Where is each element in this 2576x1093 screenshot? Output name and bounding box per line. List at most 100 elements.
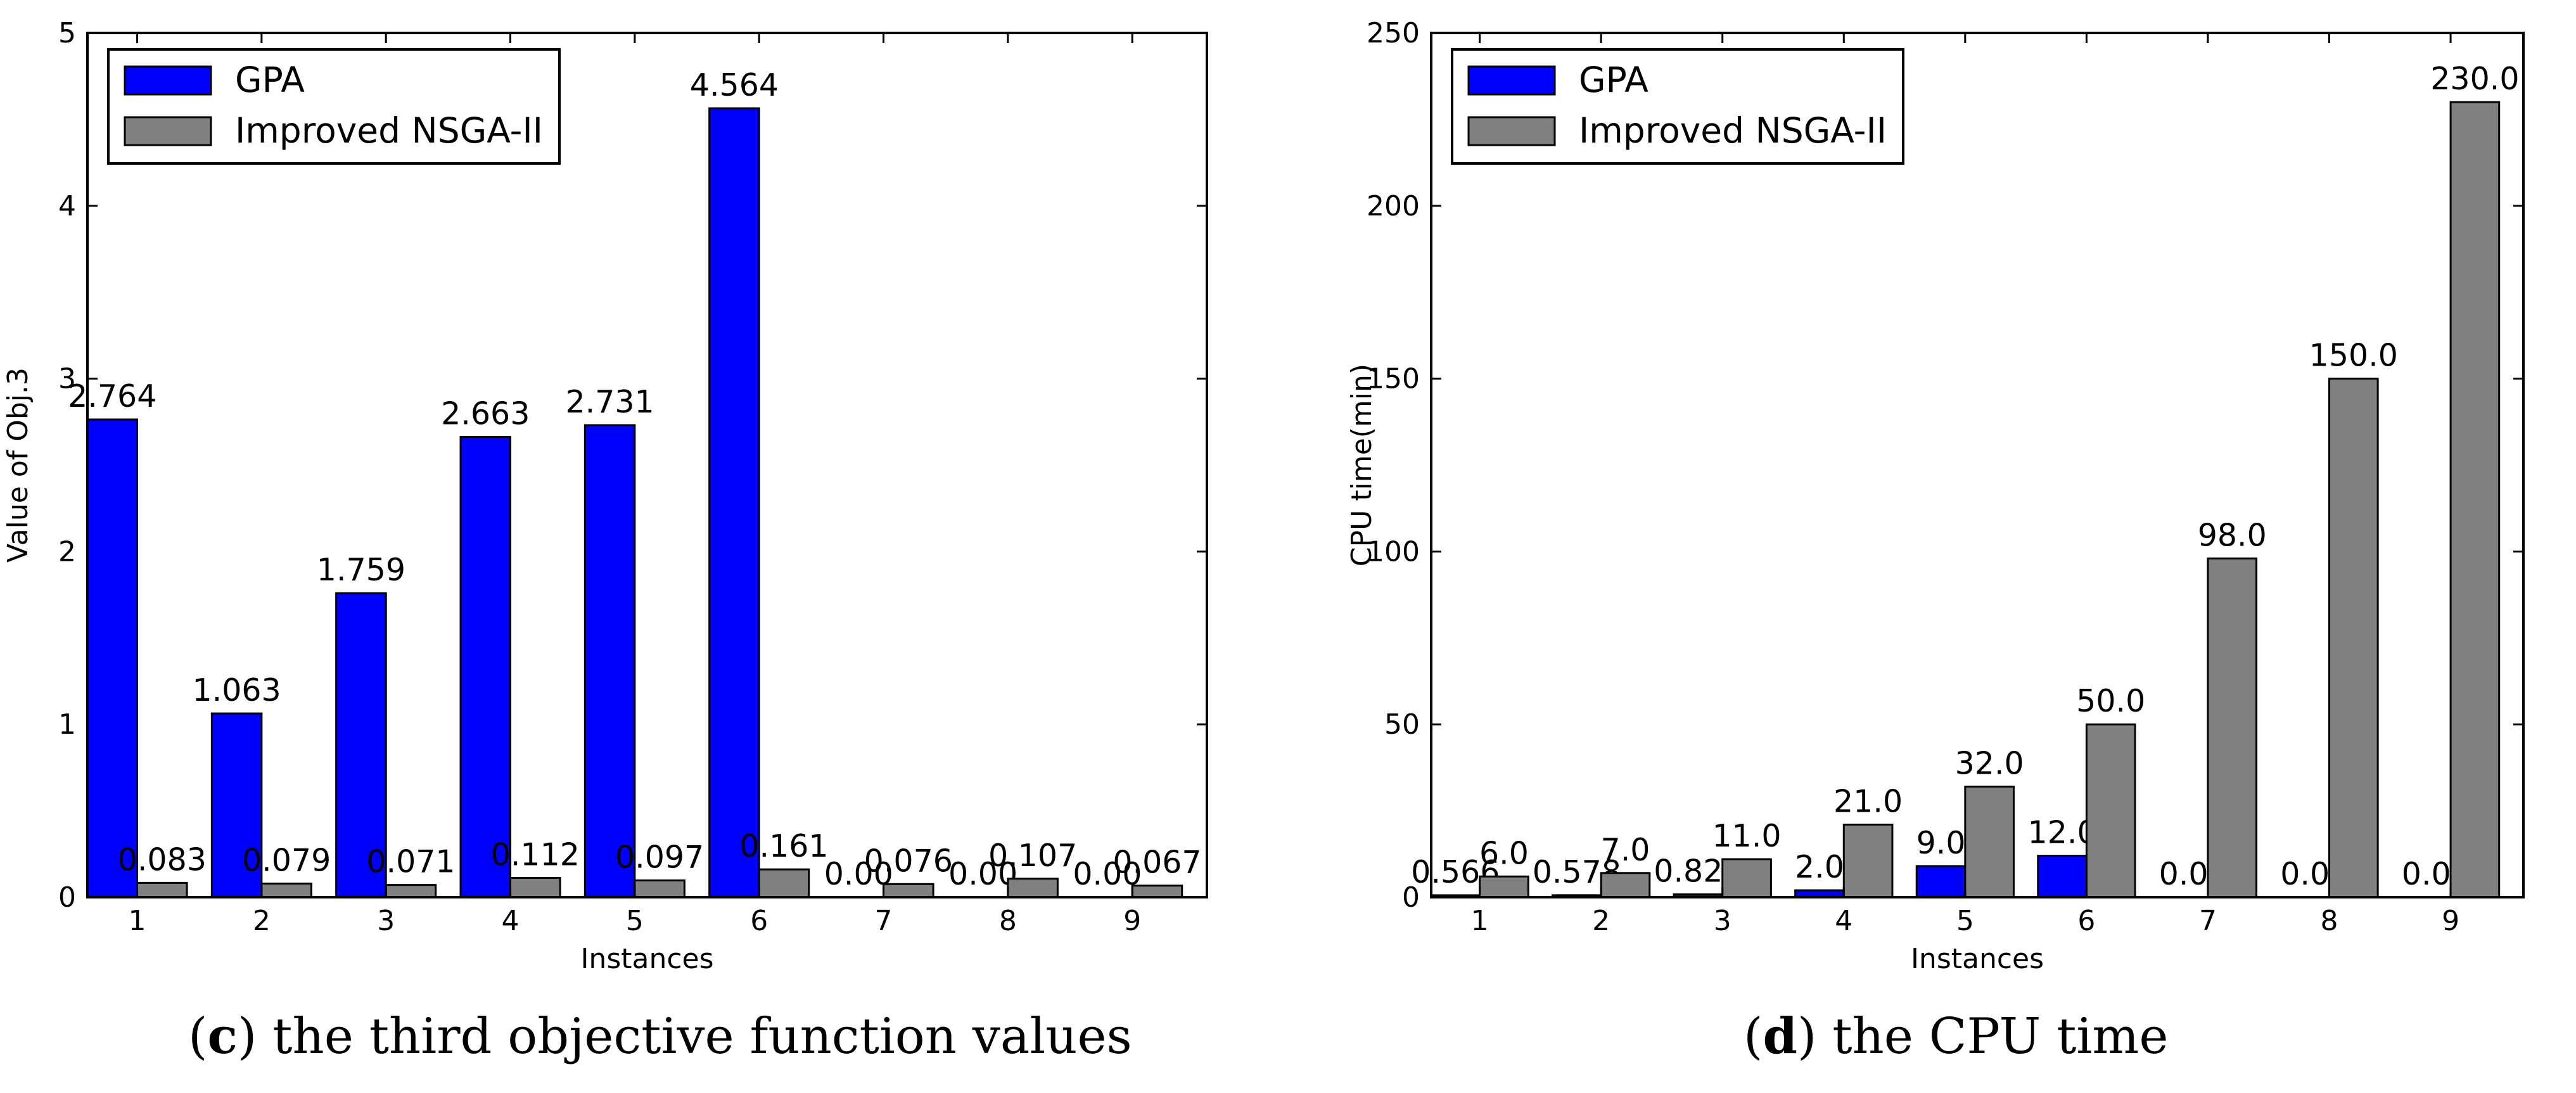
- data-label-nsga-1: 0.083: [118, 841, 207, 878]
- x-tick-label: 7: [2199, 905, 2217, 937]
- y-tick-label: 4: [58, 190, 76, 222]
- y-axis-label: Value of Obj.3: [2, 368, 34, 563]
- legend-swatch-nsga: [124, 116, 212, 146]
- data-label-nsga-4: 21.0: [1833, 783, 1903, 819]
- bar-nsga-1: [1479, 875, 1529, 898]
- data-label-gpa-5: 9.0: [1916, 825, 1966, 861]
- legend: GPA Improved NSGA-II: [1451, 48, 1904, 165]
- data-label-nsga-9: 0.067: [1113, 845, 1201, 881]
- caption-d: (d) the CPU time: [1744, 1007, 2169, 1065]
- x-tick-label: 6: [750, 905, 768, 937]
- bar-gpa-5: [583, 424, 636, 898]
- bar-gpa-6: [708, 107, 760, 898]
- bar-nsga-6: [758, 868, 810, 898]
- x-tick-label: 9: [1123, 905, 1141, 937]
- bar-gpa-1: [86, 418, 139, 898]
- data-label-nsga-5: 0.097: [615, 840, 704, 876]
- bar-nsga-9: [2449, 101, 2501, 898]
- data-label-nsga-6: 0.161: [739, 828, 828, 864]
- data-label-nsga-8: 150.0: [2309, 338, 2398, 374]
- data-label-nsga-9: 230.0: [2430, 61, 2519, 97]
- y-tick-label: 50: [1384, 708, 1420, 741]
- y-tick-label: 250: [1367, 17, 1420, 49]
- legend-label-gpa: GPA: [235, 60, 305, 100]
- data-label-gpa-2: 1.063: [192, 672, 281, 708]
- y-tick-label: 200: [1367, 190, 1420, 222]
- data-label-gpa-9: 0.0: [2402, 856, 2451, 892]
- x-tick-label: 9: [2442, 905, 2459, 937]
- data-label-gpa-6: 12.0: [2028, 815, 2097, 851]
- bar-gpa-5: [1915, 865, 1967, 898]
- data-label-gpa-9: 0.00: [1073, 856, 1142, 892]
- bar-nsga-4: [509, 876, 561, 898]
- bar-nsga-5: [634, 879, 685, 898]
- data-label-gpa-6: 4.564: [690, 67, 779, 103]
- caption-c: (c) the third objective function values: [188, 1007, 1132, 1065]
- x-tick-label: 7: [875, 905, 893, 937]
- y-axis-label: CPU time(min): [1346, 364, 1378, 566]
- bar-nsga-8: [2328, 378, 2379, 898]
- x-tick-label: 5: [1956, 905, 1974, 937]
- bar-gpa-3: [335, 592, 387, 898]
- legend-swatch-gpa: [124, 65, 212, 96]
- data-label-gpa-3: 1.759: [317, 552, 405, 588]
- legend-swatch-nsga: [1467, 116, 1556, 146]
- plot-frame: [1430, 32, 2525, 898]
- data-label-nsga-4: 0.112: [491, 836, 580, 872]
- bar-nsga-7: [883, 883, 934, 898]
- data-label-nsga-6: 50.0: [2076, 683, 2145, 719]
- data-label-nsga-3: 11.0: [1712, 818, 1781, 854]
- x-axis-label: Instances: [580, 943, 713, 975]
- data-label-nsga-7: 98.0: [2198, 517, 2267, 553]
- legend-label-nsga: Improved NSGA-II: [235, 110, 543, 151]
- x-tick-label: 5: [626, 905, 644, 937]
- x-tick-label: 4: [502, 905, 520, 937]
- data-label-gpa-8: 0.0: [2280, 856, 2330, 892]
- x-tick-label: 2: [253, 905, 271, 937]
- bar-gpa-6: [2037, 855, 2088, 898]
- x-tick-label: 3: [377, 905, 395, 937]
- y-tick-label: 3: [58, 363, 76, 395]
- x-tick-label: 8: [999, 905, 1017, 937]
- bar-nsga-4: [1842, 823, 1894, 898]
- y-tick-label: 5: [58, 17, 76, 49]
- bar-gpa-2: [210, 712, 263, 898]
- data-label-gpa-8: 0.00: [948, 856, 1017, 892]
- data-label-gpa-4: 2.0: [1795, 849, 1844, 885]
- x-tick-label: 4: [1835, 905, 1852, 937]
- x-tick-label: 1: [1471, 905, 1489, 937]
- bar-nsga-2: [260, 882, 312, 898]
- y-tick-label: 2: [58, 535, 76, 568]
- bar-nsga-6: [2085, 723, 2136, 898]
- x-tick-label: 8: [2321, 905, 2338, 937]
- y-tick-label: 100: [1367, 535, 1420, 568]
- bar-nsga-7: [2207, 557, 2258, 898]
- y-tick-label: 0: [58, 881, 76, 914]
- legend-label-gpa: GPA: [1579, 60, 1648, 100]
- y-tick-label: 150: [1367, 363, 1420, 395]
- bar-nsga-3: [1721, 858, 1772, 898]
- x-tick-label: 1: [129, 905, 146, 937]
- bar-nsga-3: [385, 884, 437, 898]
- data-label-gpa-1: 2.764: [68, 378, 156, 414]
- data-label-nsga-3: 0.071: [366, 844, 455, 880]
- bar-nsga-1: [136, 881, 188, 898]
- legend: GPA Improved NSGA-II: [107, 48, 561, 165]
- legend-swatch-gpa: [1467, 65, 1556, 96]
- bar-nsga-5: [1964, 785, 2015, 898]
- chart-obj3: 0 1 2 3 4 5 2.764 1.063 1.759 2.663 2.731 4.564 0.00…: [2, 17, 1208, 975]
- data-label-gpa-5: 2.731: [565, 384, 654, 420]
- data-label-nsga-1: 6.0: [1479, 835, 1529, 871]
- data-label-nsga-2: 7.0: [1601, 832, 1650, 868]
- bar-nsga-2: [1600, 872, 1651, 898]
- data-label-gpa-4: 2.663: [441, 396, 530, 432]
- bar-nsga-8: [1007, 878, 1059, 898]
- data-label-gpa-7: 0.00: [824, 856, 893, 892]
- legend-label-nsga: Improved NSGA-II: [1579, 110, 1887, 151]
- x-tick-label: 6: [2077, 905, 2095, 937]
- x-tick-label: 2: [1592, 905, 1610, 937]
- data-label-nsga-7: 0.076: [864, 843, 953, 879]
- x-tick-label: 3: [1714, 905, 1731, 937]
